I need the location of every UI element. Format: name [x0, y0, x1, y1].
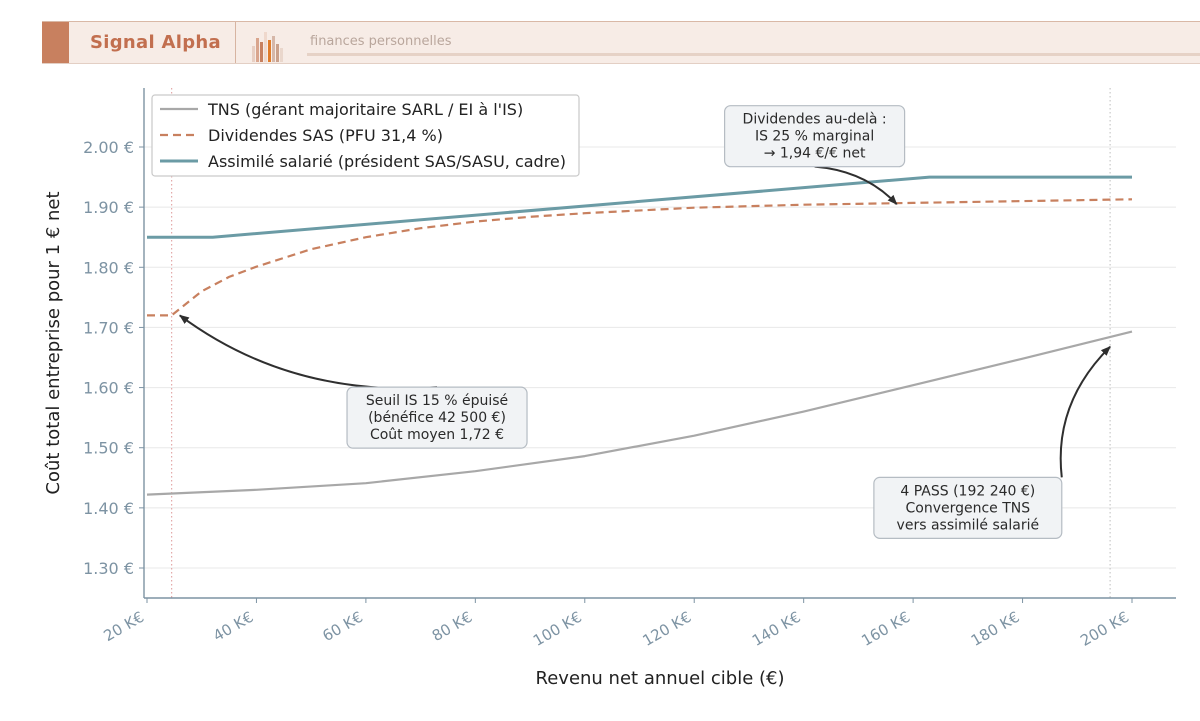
y-tick-label: 1.90 € — [83, 198, 134, 217]
annotation-text: Seuil IS 15 % épuisé — [366, 393, 508, 409]
annotation-text: Dividendes au-delà : — [743, 112, 887, 128]
annotation-text: Convergence TNS — [905, 500, 1030, 516]
x-tick-label: 180 K€ — [968, 608, 1023, 650]
annotation-box — [346, 386, 528, 449]
x-axis-label: Revenu net annuel cible (€) — [536, 668, 785, 689]
brand-name: Signal Alpha — [90, 32, 221, 53]
x-tick-label: 20 K€ — [101, 608, 147, 645]
annotation-text: → 1,94 €/€ net — [764, 146, 866, 162]
brand-swatch — [42, 22, 69, 63]
annotation-box — [724, 105, 906, 168]
x-tick-label: 80 K€ — [429, 608, 475, 645]
annotation-text: Coût moyen 1,72 € — [370, 427, 504, 443]
legend-label: TNS (gérant majoritaire SARL / EI à l'IS… — [207, 100, 523, 119]
annotation-text: 4 PASS (192 240 €) — [900, 483, 1035, 499]
annotations: Seuil IS 15 % épuisé(bénéfice 42 500 €)C… — [179, 105, 1111, 539]
series-lines — [146, 175, 1133, 496]
x-tick-label: 160 K€ — [858, 608, 913, 650]
series-line — [146, 330, 1133, 496]
x-tick-label: 60 K€ — [319, 608, 365, 645]
grid — [144, 146, 1176, 569]
x-tick-label: 100 K€ — [530, 608, 585, 650]
header-separator — [235, 22, 236, 63]
bars-logo-icon — [252, 32, 283, 62]
series-line — [147, 175, 1132, 239]
legend-box — [151, 94, 580, 177]
series-line — [147, 198, 1133, 317]
y-tick-label: 1.40 € — [83, 499, 134, 518]
annotation-arrow — [179, 314, 438, 390]
tagline: finances personnelles — [310, 34, 452, 49]
x-tick-label: 200 K€ — [1077, 608, 1132, 650]
annotation-arrow — [814, 165, 898, 205]
legend: TNS (gérant majoritaire SARL / EI à l'IS… — [151, 94, 580, 177]
header-banner: Signal Alpha finances personnelles — [42, 21, 1200, 64]
annotation-text: IS 25 % marginal — [755, 129, 874, 145]
annotation-arrow — [1059, 345, 1111, 478]
y-axis-label: Coût total entreprise pour 1 € net — [43, 191, 64, 494]
annotation-text: (bénéfice 42 500 €) — [368, 410, 506, 426]
y-tick-label: 2.00 € — [83, 138, 134, 157]
y-tick-label: 1.80 € — [83, 258, 134, 277]
y-tick-label: 1.50 € — [83, 439, 134, 458]
x-tick-label: 40 K€ — [210, 608, 256, 645]
y-tick-label: 1.30 € — [83, 559, 134, 578]
y-tick-label: 1.70 € — [83, 318, 134, 337]
annotation-text: vers assimilé salarié — [897, 517, 1040, 533]
header-rule — [307, 53, 1200, 56]
legend-label: Assimilé salarié (président SAS/SASU, ca… — [208, 152, 566, 171]
x-tick-label: 120 K€ — [640, 608, 695, 650]
x-tick-label: 140 K€ — [749, 608, 804, 650]
annotation-box — [873, 476, 1063, 539]
legend-label: Dividendes SAS (PFU 31,4 %) — [208, 126, 443, 145]
y-tick-label: 1.60 € — [83, 379, 134, 398]
